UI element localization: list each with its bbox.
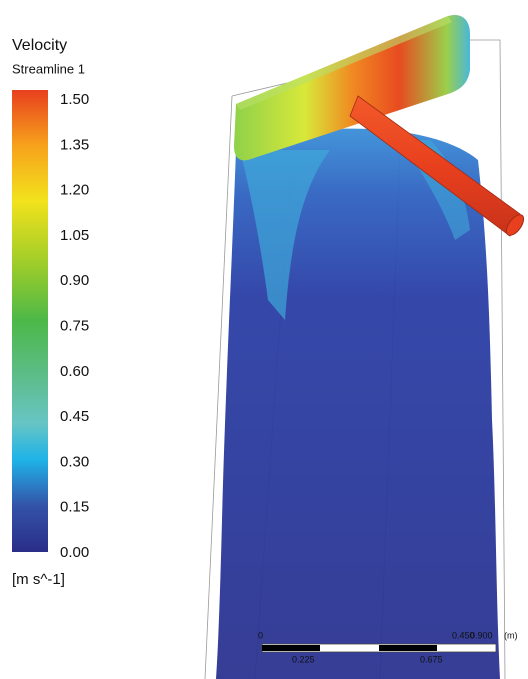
render: Velocity Streamline 1 [m s^-1] 1.50 1.35 1… [0, 0, 528, 679]
scale-label: 0 [258, 630, 263, 640]
legend-tick-label: 0.90 [60, 272, 89, 289]
legend-unit: [m s^-1] [12, 571, 65, 588]
scale-bar-segment [262, 645, 320, 651]
scale-bar [262, 644, 496, 652]
legend-tick-label: 0.30 [60, 453, 89, 470]
scale-label: 0.225 [292, 654, 315, 664]
legend-tick-label: 1.50 [60, 91, 89, 108]
legend-subtitle: Streamline 1 [12, 61, 85, 76]
legend-tick-label: 0.75 [60, 317, 89, 334]
legend-tick-label: 1.35 [60, 136, 89, 153]
legend-tick-label: 0.15 [60, 499, 89, 516]
legend-tick-label: 0.60 [60, 363, 89, 380]
scale-label: 0.900 [470, 630, 493, 640]
scale-label: 0.675 [420, 654, 443, 664]
legend-tick-label: 0.45 [60, 408, 89, 425]
legend-tick-label: 1.05 [60, 227, 89, 244]
scale-bar-segment [379, 645, 437, 651]
color-bar [12, 90, 48, 552]
legend-tick-label: 1.20 [60, 182, 89, 199]
legend-title: Velocity [12, 37, 67, 54]
legend-tick-label: 0.00 [60, 544, 89, 561]
screenshot: Velocity Streamline 1 [m s^-1] 1.50 1.35 1… [0, 0, 528, 679]
scale-label: (m) [504, 630, 518, 640]
